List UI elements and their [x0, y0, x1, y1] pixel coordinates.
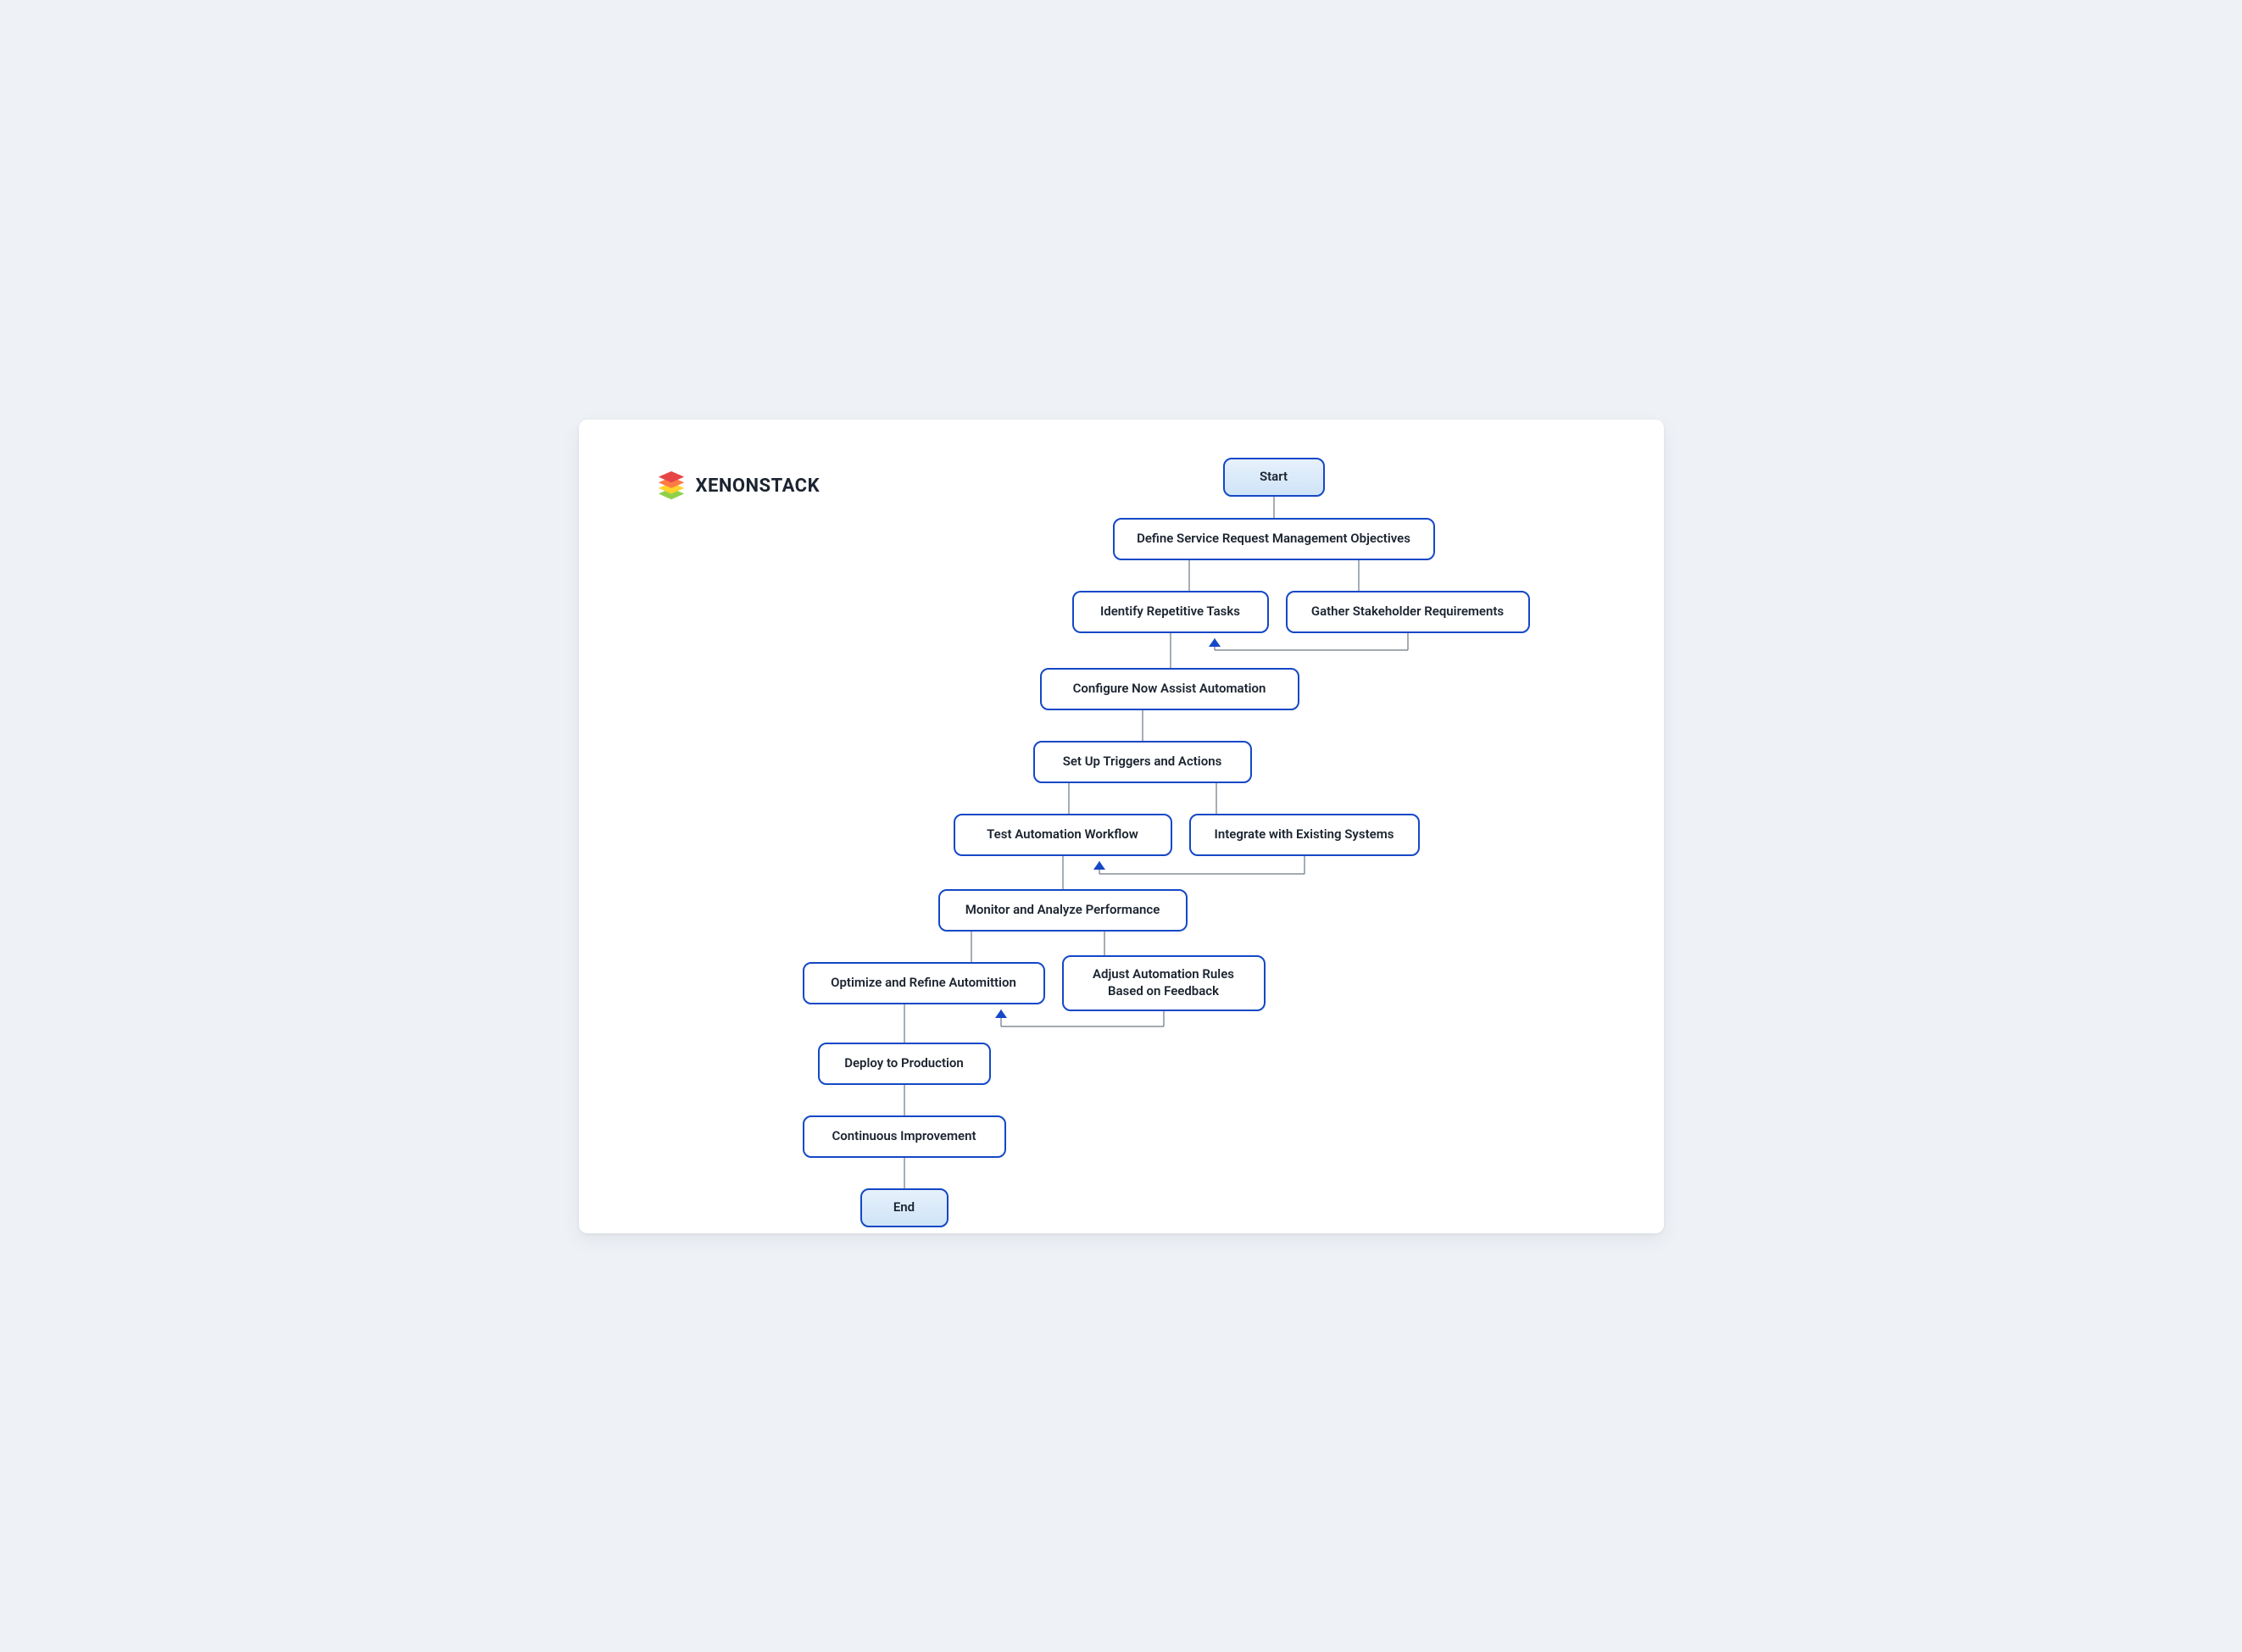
node-start: Start: [1223, 458, 1325, 497]
node-identify: Identify Repetitive Tasks: [1072, 591, 1269, 633]
node-configure: Configure Now Assist Automation: [1040, 668, 1299, 710]
node-monitor: Monitor and Analyze Performance: [938, 889, 1188, 932]
brand-name: XENONSTACK: [696, 476, 821, 497]
node-gather: Gather Stakeholder Requirements: [1286, 591, 1530, 633]
node-test: Test Automation Workflow: [954, 814, 1172, 856]
node-deploy: Deploy to Production: [818, 1043, 991, 1085]
node-define: Define Service Request Management Object…: [1113, 518, 1435, 560]
node-integrate: Integrate with Existing Systems: [1189, 814, 1420, 856]
diagram-card: XENONSTACK Start Define Service Request M…: [579, 420, 1664, 1233]
node-end: End: [860, 1188, 949, 1227]
node-triggers: Set Up Triggers and Actions: [1033, 741, 1252, 783]
node-optimize: Optimize and Refine Automittion: [803, 962, 1045, 1004]
node-improve: Continuous Improvement: [803, 1115, 1006, 1158]
node-adjust: Adjust Automation Rules Based on Feedbac…: [1062, 955, 1266, 1011]
brand-logo: XENONSTACK: [655, 470, 821, 503]
logo-icon: [655, 470, 687, 503]
